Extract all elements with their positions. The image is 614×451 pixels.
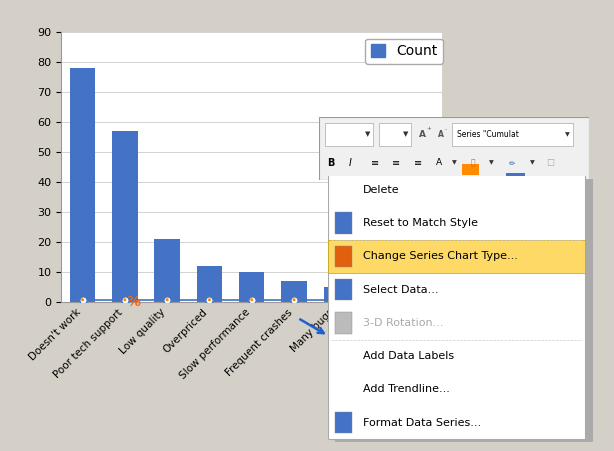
Text: ▼: ▼	[530, 160, 535, 165]
Text: Select Data...: Select Data...	[363, 285, 438, 295]
Bar	[112, 131, 138, 302]
Point	[77, 296, 87, 304]
Text: -: -	[445, 127, 447, 133]
Bar	[506, 173, 524, 177]
Text: Delete: Delete	[363, 185, 400, 195]
Bar	[324, 287, 349, 302]
Text: +: +	[426, 126, 431, 131]
Point	[416, 296, 426, 304]
Text: A: A	[419, 130, 426, 139]
Bar	[196, 266, 222, 302]
Point	[332, 296, 341, 304]
Text: Add Data Labels: Add Data Labels	[363, 351, 454, 361]
Text: %: %	[126, 295, 140, 309]
Bar	[335, 412, 352, 433]
Text: ▼: ▼	[452, 160, 456, 165]
Text: ▼: ▼	[565, 132, 570, 137]
Text: ≡: ≡	[392, 158, 400, 168]
Bar	[328, 240, 585, 273]
Bar	[335, 312, 352, 334]
Point	[289, 296, 299, 304]
Text: B: B	[327, 158, 335, 168]
Text: ✏: ✏	[508, 158, 515, 167]
Bar	[335, 212, 352, 234]
Point	[374, 296, 384, 304]
Text: ◻: ◻	[546, 158, 554, 168]
Point	[374, 296, 384, 304]
Point	[247, 296, 257, 304]
Bar	[335, 279, 352, 300]
FancyBboxPatch shape	[319, 117, 589, 180]
Text: ▼: ▼	[403, 131, 408, 137]
Point	[204, 296, 214, 304]
Text: I: I	[349, 158, 352, 168]
Text: ▼: ▼	[365, 131, 371, 137]
Text: ≡: ≡	[414, 158, 422, 168]
Text: A: A	[435, 158, 441, 167]
Text: ▼: ▼	[489, 160, 494, 165]
Bar	[70, 68, 95, 302]
Text: 3-D Rotation...: 3-D Rotation...	[363, 318, 443, 328]
Legend: Count: Count	[365, 38, 443, 64]
Text: ≡: ≡	[371, 158, 379, 168]
Text: A: A	[438, 130, 444, 139]
Bar	[366, 296, 391, 302]
Bar	[462, 164, 479, 175]
Bar	[408, 296, 433, 302]
Point	[77, 296, 87, 304]
Point	[247, 296, 257, 304]
Point	[162, 296, 172, 304]
Bar	[281, 281, 307, 302]
Point	[120, 296, 130, 304]
Bar	[335, 246, 352, 267]
Text: 🪣: 🪣	[470, 158, 475, 167]
Text: Series "Cumulat: Series "Cumulat	[457, 130, 519, 139]
Text: Format Data Series...: Format Data Series...	[363, 418, 481, 428]
Point	[289, 296, 299, 304]
Text: Change Series Chart Type...: Change Series Chart Type...	[363, 251, 518, 262]
Point	[120, 296, 130, 304]
FancyBboxPatch shape	[379, 123, 411, 146]
Point	[416, 296, 426, 304]
Text: Reset to Match Style: Reset to Match Style	[363, 218, 478, 228]
FancyBboxPatch shape	[325, 123, 373, 146]
FancyBboxPatch shape	[452, 123, 573, 146]
Bar	[155, 239, 180, 302]
Text: Add Trendline...: Add Trendline...	[363, 384, 449, 395]
Bar	[239, 272, 265, 302]
Point	[204, 296, 214, 304]
Point	[332, 296, 341, 304]
Point	[162, 296, 172, 304]
